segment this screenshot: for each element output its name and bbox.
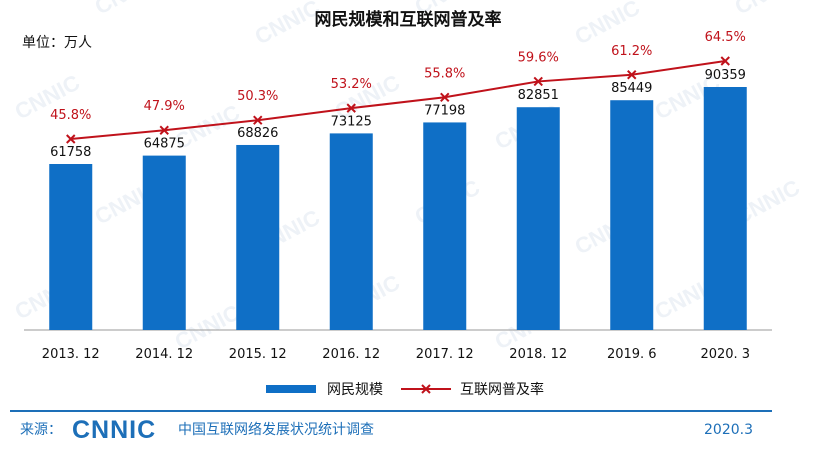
line-point — [159, 125, 169, 135]
line-value-label: 61.2% — [611, 44, 652, 59]
legend-line-marker — [421, 384, 431, 394]
line-series — [66, 56, 730, 144]
line-value-label: 59.6% — [518, 50, 559, 65]
line-point — [253, 115, 263, 125]
line-value-label: 50.3% — [237, 89, 278, 104]
chart-title: 网民规模和互联网普及率 — [315, 9, 502, 30]
legend-bar-label: 网民规模 — [327, 382, 383, 398]
bar — [236, 144, 280, 330]
x-tick-label: 2020. 3 — [700, 347, 750, 362]
line-point — [627, 70, 637, 80]
bar-series — [49, 87, 747, 331]
unit-label: 单位：万人 — [22, 35, 92, 51]
line-value-label: 47.9% — [144, 99, 185, 114]
line-point — [346, 103, 356, 113]
bar-value-label: 64875 — [144, 137, 185, 152]
x-tick-label: 2019. 6 — [607, 347, 657, 362]
bar-value-labels: 61758 64875 68826 73125 77198 82851 85449 90359 — [50, 68, 746, 160]
watermark-text: CNNIC — [91, 0, 164, 19]
bar — [142, 155, 186, 330]
watermark-text: CNNIC — [731, 0, 804, 19]
bar — [610, 100, 654, 330]
x-tick-labels: 2013. 12 2014. 12 2015. 12 2016. 12 2017. 12… — [42, 347, 750, 362]
bar — [423, 122, 467, 330]
legend-bar-swatch — [266, 385, 316, 393]
bar — [703, 87, 747, 330]
footer-source-label: 来源： — [20, 422, 62, 438]
line-value-label: 45.8% — [50, 108, 91, 123]
bar — [49, 164, 93, 330]
line-point — [533, 76, 543, 87]
x-tick-label: 2015. 12 — [229, 347, 287, 362]
bar-value-label: 73125 — [331, 114, 372, 129]
line-value-label: 55.8% — [424, 66, 465, 81]
line-value-label: 53.2% — [331, 77, 372, 92]
line-point — [440, 92, 450, 102]
line-value-labels: 45.8% 47.9% 50.3% 53.2% 55.8% 59.6% 61.2% 64.5% — [50, 30, 746, 123]
watermark-text: CNNIC — [571, 0, 644, 49]
bar-value-label: 82851 — [518, 88, 559, 103]
watermark-text: CNNIC — [251, 0, 324, 49]
plot-area: 61758 64875 68826 73125 77198 82851 85449 90359… — [24, 30, 772, 362]
bar-value-label: 77198 — [424, 103, 465, 118]
footer: 来源： CNNIC 中国互联网络发展状况统计调查 2020.3 — [10, 410, 772, 444]
line-point — [720, 56, 730, 66]
cnnic-logo: CNNIC — [72, 416, 156, 444]
bar — [329, 133, 373, 330]
x-tick-label: 2014. 12 — [135, 347, 193, 362]
x-tick-label: 2017. 12 — [416, 347, 474, 362]
line-value-label: 64.5% — [705, 30, 746, 45]
bar-value-label: 85449 — [611, 81, 652, 96]
bar — [516, 107, 560, 331]
bar-value-label: 61758 — [50, 145, 91, 160]
x-tick-label: 2013. 12 — [42, 347, 100, 362]
footer-date: 2020.3 — [704, 422, 753, 438]
x-tick-label: 2018. 12 — [509, 347, 567, 362]
bar-value-label: 68826 — [237, 126, 278, 141]
legend-line-label: 互联网普及率 — [460, 381, 544, 398]
bar-value-label: 90359 — [705, 68, 746, 83]
line-point — [66, 134, 76, 144]
footer-source-text: 中国互联网络发展状况统计调查 — [178, 422, 374, 438]
x-tick-label: 2016. 12 — [322, 347, 380, 362]
legend: 网民规模 互联网普及率 — [266, 381, 544, 398]
line-path — [70, 60, 726, 140]
